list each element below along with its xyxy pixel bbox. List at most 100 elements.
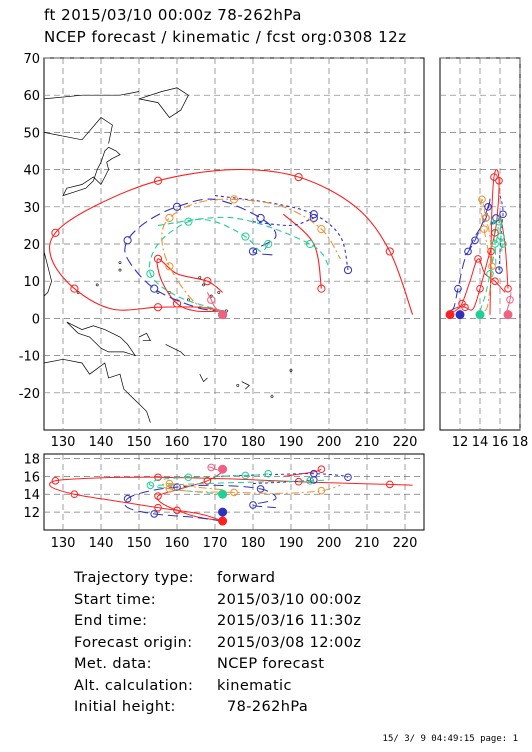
- x-tick-label: 180: [241, 435, 266, 450]
- side-trajectory-marker: [471, 236, 479, 245]
- bottom-start-marker: [218, 516, 228, 526]
- island: [236, 383, 240, 387]
- coastline: [199, 374, 208, 383]
- info-value: 78-262hPa: [217, 699, 309, 715]
- side-trajectory-marker: [484, 203, 492, 211]
- coastline: [138, 332, 151, 342]
- info-row: End time: 2015/03/16 11:30z: [74, 613, 361, 635]
- info-row: Initial height: 78-262hPa: [74, 699, 361, 721]
- side-trajectory-line: [491, 217, 497, 226]
- bottom-trajectory-marker: [70, 490, 79, 499]
- bottom-trajectory-marker: [256, 485, 265, 493]
- side-trajectory-line: [489, 216, 497, 267]
- x-tick-label: 200: [317, 435, 342, 450]
- bottom-start-marker: [218, 507, 228, 517]
- info-label: Trajectory type:: [74, 570, 194, 586]
- info-label: Alt. calculation:: [74, 677, 194, 694]
- island: [202, 283, 206, 287]
- side-trajectory-marker: [495, 266, 503, 274]
- side-trajectory-marker: [495, 217, 503, 226]
- trajectory-line: [156, 258, 223, 313]
- trajectory-line: [214, 195, 349, 271]
- side-trajectory-marker: [464, 247, 472, 256]
- side-trajectory-line: [498, 195, 504, 271]
- trajectory-marker: [150, 284, 159, 293]
- trajectory-marker: [317, 284, 326, 293]
- side-trajectory-marker: [499, 240, 507, 248]
- trajectory-marker: [165, 262, 174, 271]
- x-tick-label: 140: [89, 536, 114, 551]
- bottom-trajectory-marker: [123, 494, 132, 503]
- x-tick-label: 150: [127, 536, 152, 551]
- island: [289, 369, 293, 372]
- y-tick-label: 12: [23, 506, 40, 521]
- info-value: 2015/03/10 00:00z: [217, 591, 362, 608]
- y-tick-label: 60: [23, 89, 40, 104]
- trajectory-marker: [256, 213, 265, 223]
- island: [224, 309, 228, 313]
- y-tick-label: -10: [19, 350, 40, 365]
- x-tick-label: 170: [203, 536, 228, 551]
- bottom-trajectory-marker: [264, 469, 273, 478]
- info-row: Forecast origin: 2015/03/08 12:00z: [74, 635, 361, 657]
- side-trajectory-marker: [497, 232, 505, 241]
- side-start-marker: [503, 310, 513, 320]
- info-row: Trajectory type: forward: [74, 570, 361, 592]
- trajectory-marker: [229, 195, 239, 204]
- trajectory-info: Trajectory type: forward Start time: 2015/…: [74, 570, 361, 721]
- trajectory-marker: [264, 239, 273, 249]
- bottom-trajectory-line: [49, 476, 413, 522]
- trajectory-marker: [309, 210, 318, 219]
- bottom-trajectory-marker: [146, 481, 155, 490]
- side-trajectory-marker: [480, 225, 488, 233]
- info-row: Alt. calculation: kinematic: [74, 678, 361, 700]
- bottom-trajectory-marker: [306, 477, 314, 485]
- x-tick-label: 200: [317, 536, 342, 551]
- bottom-trajectory-marker: [150, 510, 158, 518]
- x-tick-label: 160: [165, 536, 190, 551]
- island: [95, 283, 99, 287]
- bottom-trajectory-marker: [154, 473, 162, 482]
- trajectory-marker: [153, 303, 163, 312]
- bottom-start-marker: [218, 489, 228, 499]
- side-trajectory-line: [480, 198, 493, 312]
- trajectory-marker: [146, 269, 155, 278]
- side-trajectory-marker: [506, 296, 514, 304]
- x-tick-label: 160: [165, 435, 190, 450]
- trajectory-marker: [203, 277, 212, 286]
- y-tick-label: 14: [23, 488, 40, 503]
- bottom-trajectory-marker: [165, 485, 174, 493]
- coastline: [165, 344, 185, 356]
- trajectory-marker: [317, 225, 326, 234]
- side-trajectory-marker: [495, 176, 503, 185]
- trajectory-marker: [305, 239, 315, 249]
- info-label: Start time:: [74, 591, 157, 608]
- side-trajectory-marker: [504, 284, 512, 293]
- side-trajectory-marker: [490, 173, 498, 181]
- bottom-trajectory-marker: [173, 506, 181, 515]
- start-marker: [218, 310, 228, 320]
- island: [217, 290, 221, 294]
- bottom-trajectory-marker: [207, 463, 215, 472]
- trajectory-marker: [165, 213, 174, 223]
- side-trajectory-marker: [486, 269, 494, 278]
- x-tick-label: 130: [51, 536, 76, 551]
- coastline: [43, 251, 52, 297]
- page-footer: 15/ 3/ 9 04:49:15 page: 1: [382, 734, 518, 744]
- bottom-trajectory-line: [157, 479, 330, 486]
- bottom-trajectory-marker: [173, 483, 181, 491]
- info-label: End time:: [74, 613, 148, 629]
- bottom-trajectory-line: [214, 473, 349, 478]
- y-tick-label: -20: [19, 387, 40, 402]
- trajectory-marker: [343, 265, 353, 275]
- info-label: Met. data:: [74, 656, 152, 672]
- y-tick-label: 16: [23, 470, 40, 485]
- info-row: Start time: 2015/03/10 00:00z: [74, 592, 361, 614]
- island: [270, 395, 274, 398]
- side-trajectory-line: [479, 218, 504, 312]
- trajectory-marker: [123, 236, 132, 245]
- y-tick-label: 10: [23, 275, 40, 290]
- x-tick-label: 12: [452, 435, 469, 450]
- trajectory-marker: [385, 247, 394, 256]
- bottom-trajectory-marker: [154, 492, 162, 500]
